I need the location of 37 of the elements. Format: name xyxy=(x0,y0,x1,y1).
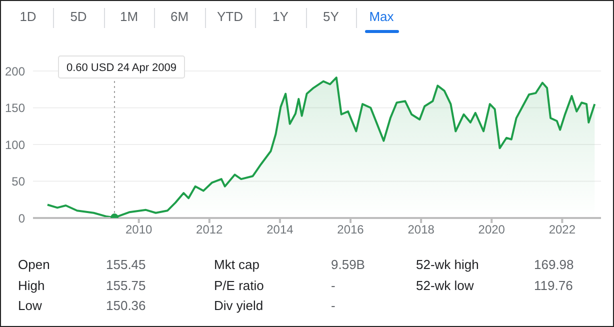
text: 150.36 xyxy=(106,298,146,313)
x-tick-label: 2014 xyxy=(266,222,294,237)
y-tick-label: 100 xyxy=(4,138,26,152)
text: - xyxy=(331,278,336,292)
text: Low xyxy=(18,298,42,313)
text: Mkt cap xyxy=(214,257,260,272)
text: - xyxy=(331,298,336,313)
text: 52-wk low xyxy=(416,278,474,292)
ref-line-label: 0.60 USD 24 Apr 2009 xyxy=(66,62,177,74)
y-tick-label: 200 xyxy=(4,64,26,78)
text: 9.59B xyxy=(331,257,365,272)
text: YTD xyxy=(216,9,244,25)
text: 5D xyxy=(69,9,88,25)
x-tick-label: 2022 xyxy=(548,222,576,237)
text: 1Y xyxy=(272,9,290,25)
text: 52-wk high xyxy=(416,257,479,272)
text: 155.45 xyxy=(106,257,146,272)
text: 155.75 xyxy=(106,278,146,292)
text: 5Y xyxy=(322,9,340,25)
x-tick-label: 2012 xyxy=(196,222,224,237)
text: Open xyxy=(18,257,50,272)
text: Div yield xyxy=(214,298,264,313)
x-tick-label: 2018 xyxy=(408,222,435,237)
x-tick-label: 2010 xyxy=(125,222,153,237)
x-tick-label: 2020 xyxy=(478,222,506,237)
text: 1D xyxy=(18,9,38,25)
y-tick-label: 150 xyxy=(4,101,26,116)
text: P/E ratio xyxy=(214,278,264,292)
text: Max xyxy=(368,9,395,26)
y-tick-label: 0 xyxy=(18,211,26,226)
x-tick-label: 2016 xyxy=(337,222,364,237)
text: 119.76 xyxy=(534,278,573,292)
text: High xyxy=(18,278,45,292)
y-tick-label: 50 xyxy=(12,174,26,189)
text: 6M xyxy=(169,9,190,25)
text: 169.98 xyxy=(534,257,574,272)
text: 1M xyxy=(118,9,140,25)
